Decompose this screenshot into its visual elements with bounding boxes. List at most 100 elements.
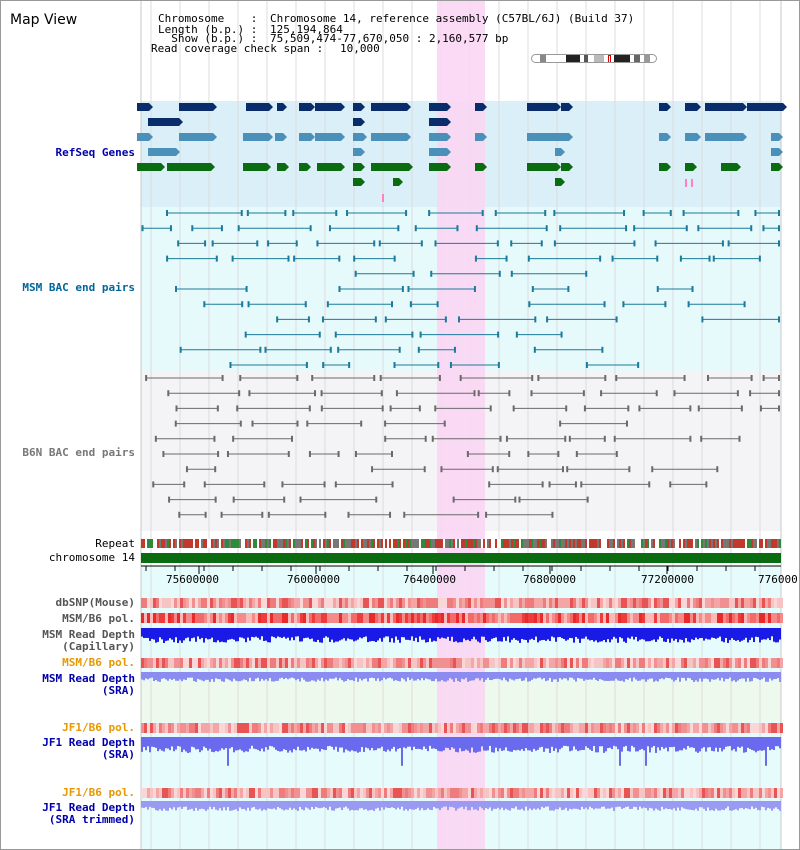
depth-bar xyxy=(333,628,335,643)
repeat-element xyxy=(731,539,733,548)
heatmap-cell xyxy=(612,788,615,798)
track-label-msm-depth-sra-1[interactable]: MSM Read Depth xyxy=(42,672,135,685)
heatmap-cell xyxy=(432,723,435,733)
depth-bar xyxy=(225,801,227,811)
heatmap-cell xyxy=(252,723,255,733)
depth-bar xyxy=(523,801,525,811)
heatmap-cell xyxy=(528,613,531,623)
heatmap-cell xyxy=(702,598,705,608)
heatmap-cell xyxy=(318,658,321,668)
track-label-dbsnp[interactable]: dbSNP(Mouse) xyxy=(55,596,135,609)
track-label-jf1-pol-2[interactable]: JF1/B6 pol. xyxy=(62,786,135,799)
track-label-repeat[interactable]: Repeat xyxy=(95,537,135,550)
heatmap-cell xyxy=(507,613,510,623)
heatmap-cell xyxy=(402,723,405,733)
track-label-chromosome[interactable]: chromosome 14 xyxy=(48,551,135,564)
track-label-jf1-depth-trimmed-1[interactable]: JF1 Read Depth xyxy=(42,801,135,814)
heatmap-cell xyxy=(567,613,570,623)
heatmap-cell xyxy=(636,598,639,608)
repeat-element xyxy=(761,539,763,548)
repeat-element xyxy=(429,539,431,548)
depth-bar xyxy=(509,801,511,811)
depth-bar xyxy=(401,801,403,807)
depth-bar xyxy=(189,737,191,753)
depth-bar xyxy=(593,801,595,810)
heatmap-cell xyxy=(156,788,159,798)
depth-bar xyxy=(609,628,611,643)
repeat-element xyxy=(605,539,607,548)
heatmap-cell xyxy=(189,613,192,623)
depth-bar xyxy=(227,737,229,766)
heatmap-cell xyxy=(438,598,441,608)
depth-bar xyxy=(661,801,663,807)
depth-bar xyxy=(401,628,403,638)
repeat-element xyxy=(291,539,293,548)
heatmap-cell xyxy=(174,658,177,668)
depth-bar xyxy=(763,737,765,751)
track-label-jf1-depth-sra-1[interactable]: JF1 Read Depth xyxy=(42,736,135,749)
depth-bar xyxy=(347,672,349,680)
heatmap-cell xyxy=(279,723,282,733)
depth-bar xyxy=(285,672,287,679)
chromosome-ideogram[interactable] xyxy=(531,54,657,63)
heatmap-cell xyxy=(672,788,675,798)
repeat-element xyxy=(553,539,555,548)
depth-bar xyxy=(745,737,747,753)
depth-bar xyxy=(689,672,691,679)
depth-bar xyxy=(193,672,195,682)
depth-bar xyxy=(425,628,427,643)
track-label-b6n-bac[interactable]: B6N BAC end pairs xyxy=(22,446,135,459)
depth-bar xyxy=(275,737,277,750)
heatmap-cell xyxy=(696,788,699,798)
track-label-msm-b6-pol-2[interactable]: MSM/B6 pol. xyxy=(62,656,135,669)
repeat-element xyxy=(369,539,371,548)
heatmap-cell xyxy=(462,788,465,798)
track-label-msm-depth-capillary-1[interactable]: MSM Read Depth xyxy=(42,628,135,641)
depth-bar xyxy=(213,801,215,808)
repeat-element xyxy=(509,539,511,548)
heatmap-cell xyxy=(477,598,480,608)
heatmap-cell xyxy=(495,723,498,733)
depth-bar xyxy=(419,737,421,750)
depth-bar xyxy=(495,628,497,638)
depth-bar xyxy=(363,628,365,638)
track-label-msm-b6-pol-1[interactable]: MSM/B6 pol. xyxy=(62,612,135,625)
heatmap-cell xyxy=(291,613,294,623)
depth-bar xyxy=(531,672,533,680)
depth-bar xyxy=(637,801,639,810)
heatmap-cell xyxy=(585,658,588,668)
repeat-element xyxy=(607,539,609,548)
depth-bar xyxy=(439,672,441,682)
heatmap-cell xyxy=(387,723,390,733)
track-label-msm-bac[interactable]: MSM BAC end pairs xyxy=(22,281,135,294)
depth-bar xyxy=(279,801,281,809)
depth-bar xyxy=(561,737,563,748)
depth-bar xyxy=(477,737,479,752)
heatmap-cell xyxy=(489,723,492,733)
repeat-element xyxy=(321,539,323,548)
depth-bar xyxy=(655,672,657,681)
depth-bar xyxy=(765,672,767,682)
heatmap-cell xyxy=(324,788,327,798)
depth-bar xyxy=(449,672,451,679)
repeat-element xyxy=(181,539,183,548)
heatmap-cell xyxy=(690,658,693,668)
depth-bar xyxy=(235,801,237,810)
depth-bar xyxy=(209,737,211,749)
heatmap-cell xyxy=(411,613,414,623)
depth-bar xyxy=(627,628,629,638)
track-label-refseq-genes[interactable]: RefSeq Genes xyxy=(55,146,135,159)
heatmap-cell xyxy=(186,723,189,733)
heatmap-cell xyxy=(303,658,306,668)
heatmap-cell xyxy=(195,723,198,733)
depth-bar xyxy=(159,672,161,682)
depth-bar xyxy=(705,801,707,811)
depth-bar xyxy=(665,628,667,642)
track-label-jf1-pol-1[interactable]: JF1/B6 pol. xyxy=(62,721,135,734)
depth-bar xyxy=(647,672,649,680)
depth-bar xyxy=(471,801,473,808)
heatmap-cell xyxy=(312,613,315,623)
depth-bar xyxy=(597,737,599,753)
repeat-element xyxy=(633,539,635,548)
